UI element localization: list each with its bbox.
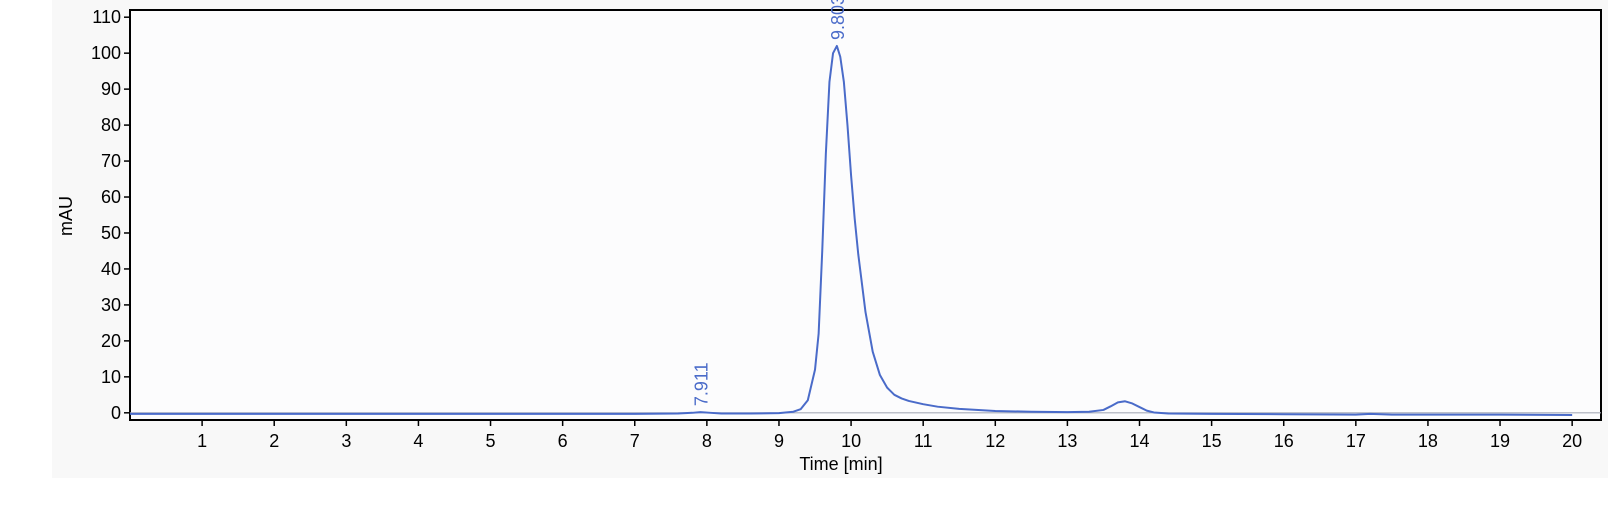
- y-tick-label: 20: [101, 331, 121, 351]
- x-tick-label: 16: [1274, 431, 1294, 451]
- peak-label: 7.911: [691, 362, 711, 406]
- x-tick-label: 3: [341, 431, 351, 451]
- chart-panel: 1 2 3 4 5 6 7 8 9 10 11 12 13 14 15 16 17 18 19 20 0 10 20 30 4…: [52, 0, 1608, 478]
- peak-label: 9.803: [828, 0, 848, 40]
- x-tick-label: 2: [269, 431, 279, 451]
- x-tick-label: 8: [702, 431, 712, 451]
- series-layer: [130, 44, 1573, 416]
- y-tick-label: 40: [101, 259, 121, 279]
- x-tick-label: 7: [630, 431, 640, 451]
- y-tick-label: 10: [101, 367, 121, 387]
- y-tick-label: 110: [92, 7, 121, 27]
- x-tick-label: 9: [774, 431, 784, 451]
- x-tick-label: 13: [1057, 431, 1077, 451]
- x-tick-label: 4: [413, 431, 423, 451]
- x-tick-label: 15: [1202, 431, 1222, 451]
- chromatogram-trace: [130, 44, 1573, 416]
- x-tick-label: 11: [914, 431, 933, 451]
- y-tick-label: 80: [101, 115, 121, 135]
- y-tick-label: 30: [101, 295, 121, 315]
- x-tick-label: 10: [841, 431, 861, 451]
- y-axis-ticks: 0 10 20 30 40 50 60 70 80 90 100 110: [91, 7, 130, 423]
- x-tick-label: 20: [1562, 431, 1582, 451]
- x-tick-label: 12: [985, 431, 1005, 451]
- x-tick-label: 17: [1346, 431, 1366, 451]
- y-tick-label: 70: [101, 151, 121, 171]
- plot-frame: [129, 9, 1602, 421]
- y-tick-label: 0: [111, 403, 121, 423]
- x-tick-label: 6: [558, 431, 568, 451]
- x-tick-label: 18: [1418, 431, 1438, 451]
- x-tick-label: 19: [1490, 431, 1510, 451]
- x-tick-label: 14: [1129, 431, 1149, 451]
- x-axis-title: Time [min]: [799, 454, 882, 474]
- chromatogram-chart: 1 2 3 4 5 6 7 8 9 10 11 12 13 14 15 16 17 18 19 20 01020304…: [56, 0, 1602, 474]
- y-tick-label: 50: [101, 223, 121, 243]
- x-tick-label: 5: [486, 431, 496, 451]
- x-tick-label: 1: [197, 431, 207, 451]
- x-axis-ticks: 1 2 3 4 5 6 7 8 9 10 11 12 13 14 15 16 17 18 19 20: [197, 420, 1582, 451]
- annotation-layer: 7.911 9.803: [691, 0, 847, 406]
- y-tick-label: 90: [101, 79, 121, 99]
- y-axis-title: mAU: [56, 196, 76, 236]
- y-tick-label: 100: [91, 43, 121, 63]
- y-tick-label: 60: [101, 187, 121, 207]
